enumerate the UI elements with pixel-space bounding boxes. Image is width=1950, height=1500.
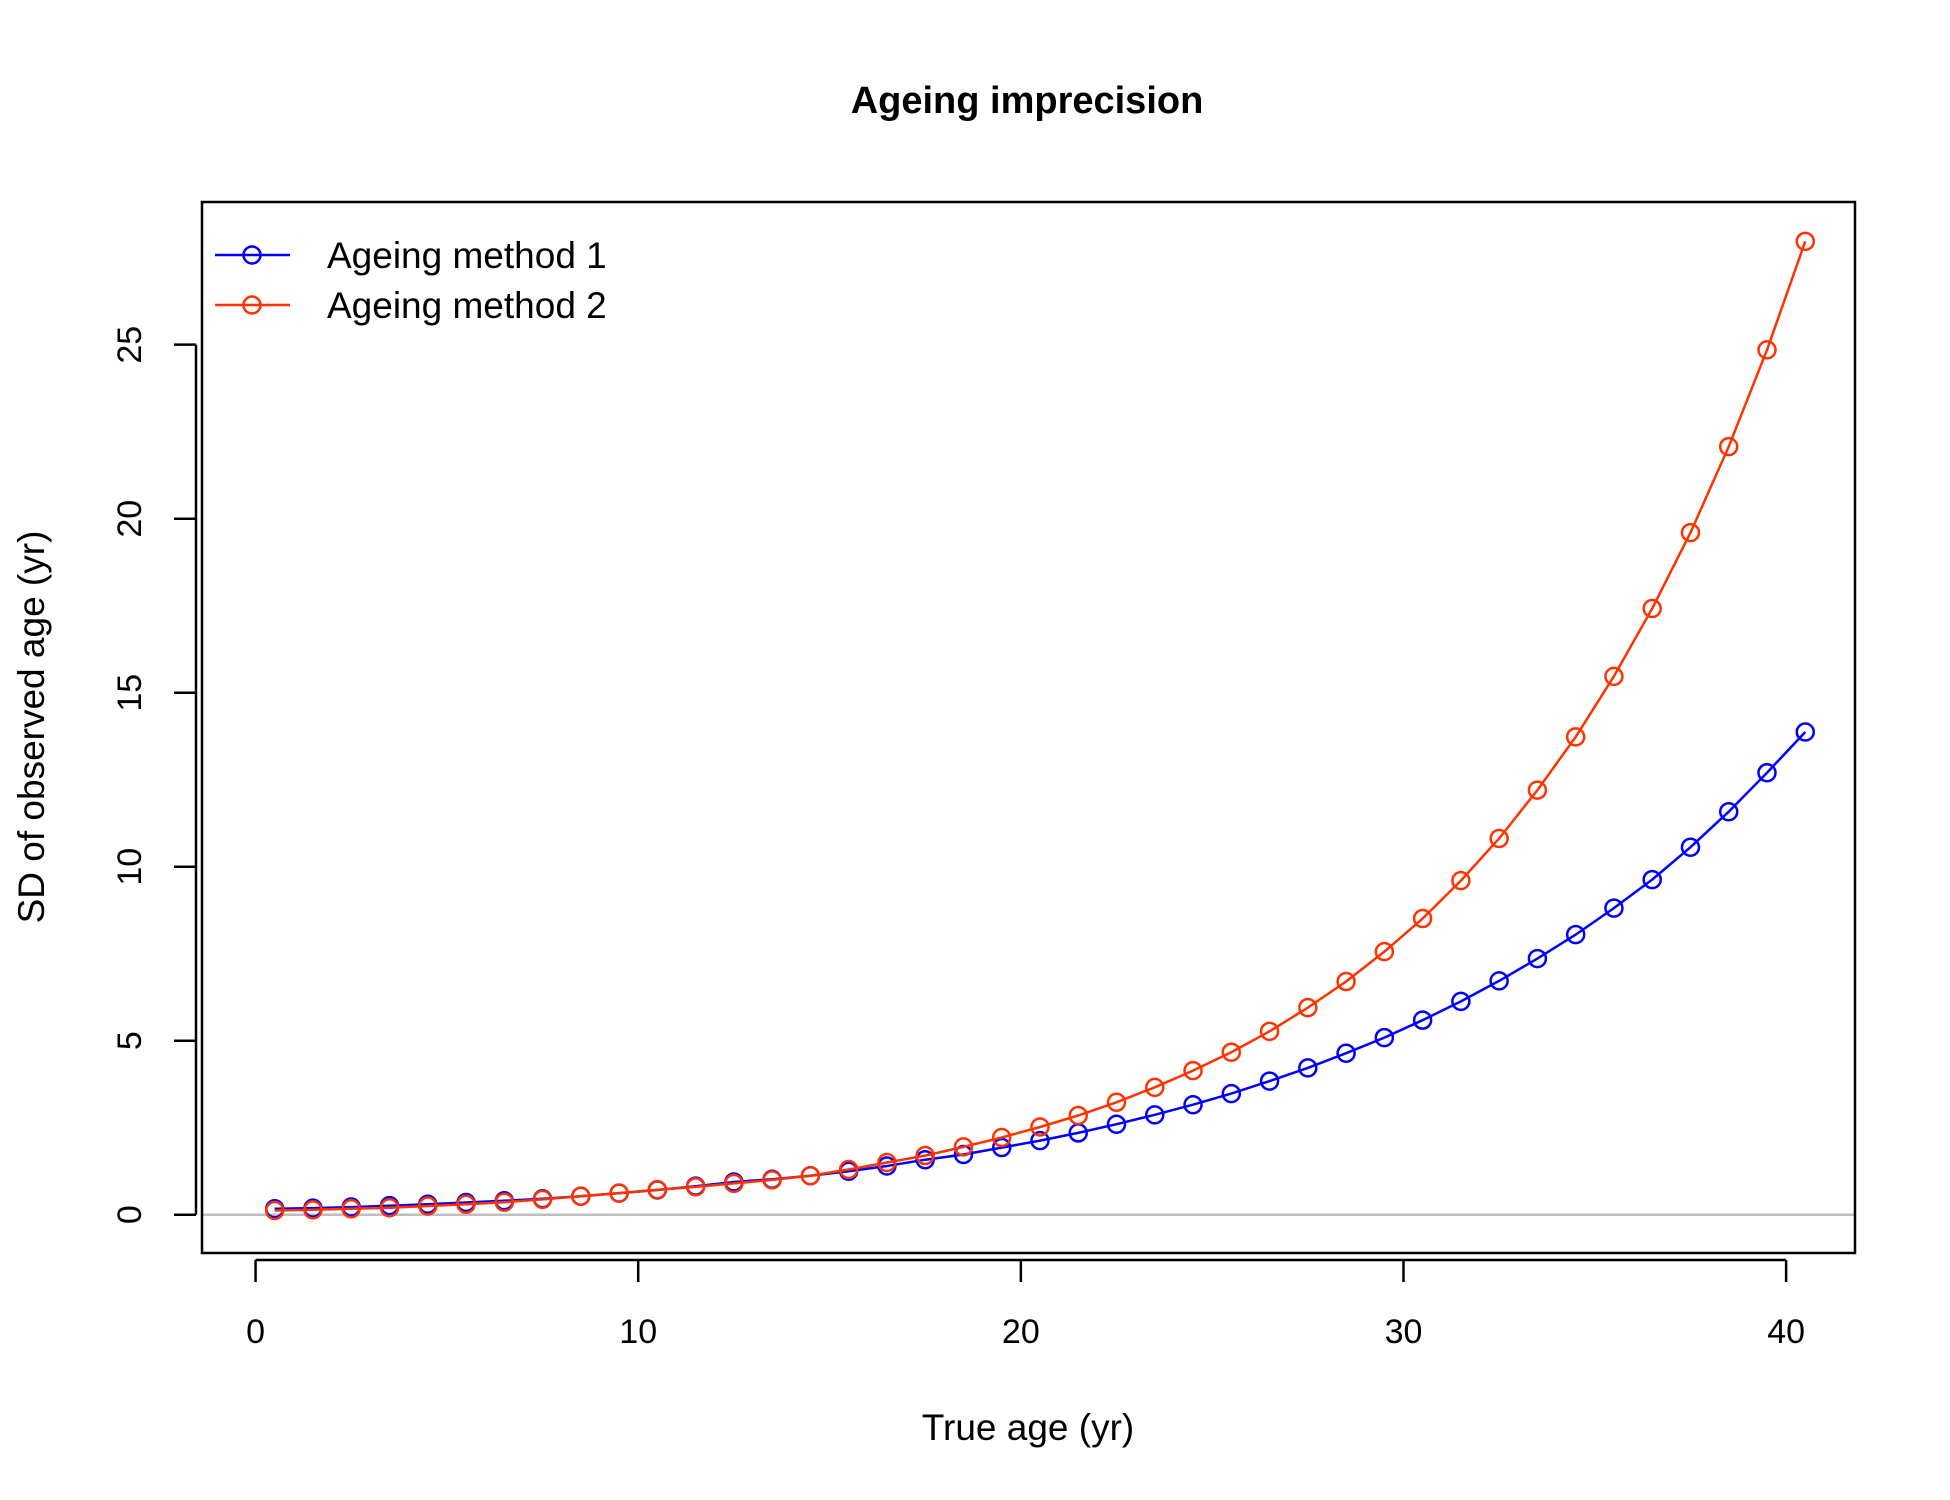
x-tick-label: 10 (619, 1313, 657, 1351)
y-axis-label: SD of observed age (yr) (11, 531, 52, 924)
x-axis-label: True age (yr) (922, 1407, 1134, 1448)
series-1-point (1298, 1058, 1318, 1078)
series-2-point (1145, 1077, 1165, 1098)
series-2-point (647, 1179, 668, 1200)
legend-swatch-point (242, 295, 262, 315)
series-2-point (609, 1183, 629, 1203)
series-1 (264, 722, 1816, 1219)
series-2-point (724, 1173, 744, 1194)
series-2-point (991, 1127, 1012, 1148)
series-2-point (953, 1137, 974, 1157)
series-2-point (1680, 522, 1701, 543)
series-2 (264, 231, 1816, 1221)
series-2-point (762, 1170, 782, 1190)
plot-area (202, 231, 1855, 1221)
chart-title: Ageing imprecision (851, 80, 1204, 122)
series-1-point (1565, 924, 1586, 945)
x-tick-label: 40 (1767, 1313, 1805, 1351)
y-tick-label: 0 (111, 1205, 149, 1224)
x-tick-label: 0 (246, 1313, 265, 1351)
series-2-point (1642, 598, 1662, 619)
legend-label: Ageing method 2 (327, 285, 607, 326)
series-2-point (1412, 908, 1433, 929)
series-1-point (1183, 1094, 1203, 1115)
series-2-point (877, 1152, 897, 1173)
series-2-point (456, 1194, 476, 1215)
series-1-point (1527, 948, 1548, 969)
series-2-point (800, 1165, 821, 1186)
series-2-point (494, 1192, 515, 1212)
series-2-point (1106, 1092, 1127, 1113)
y-tick-label: 15 (111, 674, 149, 712)
series-1-point (1030, 1130, 1050, 1151)
series-2-point (1795, 231, 1816, 252)
series-2-point (1718, 436, 1739, 457)
series-2-point (303, 1200, 323, 1220)
series-1-point (1145, 1105, 1165, 1125)
y-tick-label: 25 (111, 326, 149, 364)
legend-item: Ageing method 2 (215, 285, 607, 326)
legend-swatch-point (242, 245, 262, 265)
series-2-point (1183, 1060, 1203, 1081)
series-1-point (1718, 801, 1739, 822)
series-1-point (1374, 1027, 1395, 1048)
series-2-point (1298, 997, 1318, 1018)
series-2-point (1030, 1117, 1050, 1137)
series-1-point (1106, 1114, 1127, 1134)
series-2-point (1221, 1042, 1242, 1062)
series-2-point (1374, 941, 1395, 962)
series-1-point (1451, 991, 1471, 1012)
series-2-point (915, 1145, 935, 1166)
legend-item: Ageing method 1 (215, 235, 607, 276)
legend: Ageing method 1 Ageing method 2 (215, 235, 607, 326)
x-tick-label: 30 (1385, 1313, 1423, 1351)
series-2-point (1259, 1021, 1280, 1042)
series-2-point (1565, 727, 1586, 747)
series-2-point (532, 1189, 553, 1210)
series-2-point (1336, 971, 1356, 992)
series-2-point (571, 1186, 591, 1207)
series-2-point (1604, 666, 1624, 687)
y-tick-label: 5 (111, 1031, 149, 1050)
series-1-point (1795, 722, 1816, 742)
series-1-point (1259, 1071, 1280, 1091)
series-1-point (1336, 1043, 1356, 1063)
series-1-point (1680, 837, 1701, 857)
y-tick-label: 20 (111, 500, 149, 538)
legend-label: Ageing method 1 (327, 235, 607, 276)
series-2-point (1757, 340, 1777, 360)
series-1-point (1757, 762, 1777, 783)
series-2-point (1451, 870, 1471, 891)
series-2-point (264, 1200, 285, 1221)
series-2-line (274, 240, 1807, 1212)
plot-frame (200, 200, 1857, 1255)
x-tick-label: 20 (1002, 1313, 1040, 1351)
y-axis: 0 5 10 15 20 25 (111, 326, 198, 1224)
series-1-point (1412, 1010, 1433, 1030)
series-1-point (1221, 1083, 1242, 1104)
x-axis: 0 10 20 30 40 (246, 1258, 1805, 1351)
series-1-point (1489, 971, 1509, 991)
y-tick-label: 10 (111, 848, 149, 886)
series-2-point (418, 1196, 438, 1216)
series-2-point (1527, 780, 1548, 800)
series-2-point (1489, 828, 1509, 849)
series-1-point (1604, 898, 1624, 918)
series-1-point (991, 1137, 1012, 1158)
series-2-point (379, 1198, 400, 1218)
series-2-point (1068, 1105, 1088, 1126)
series-1-point (1642, 869, 1662, 890)
series-2-point (341, 1199, 361, 1219)
series-2-point (685, 1177, 706, 1197)
series-1-line (274, 731, 1807, 1211)
series-2-point (838, 1159, 859, 1180)
